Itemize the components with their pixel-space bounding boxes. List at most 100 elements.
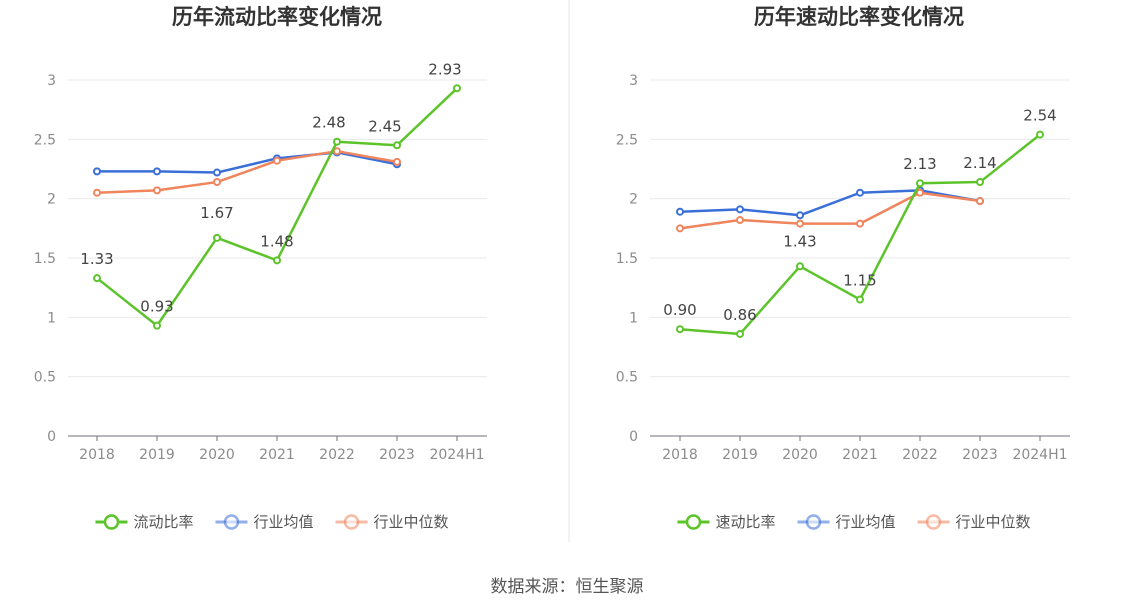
y-tick-label: 0.5 bbox=[616, 370, 638, 386]
legend-circle-icon bbox=[805, 514, 822, 530]
data-label: 1.15 bbox=[843, 272, 876, 290]
legend-item-1: 流动比率 bbox=[95, 513, 194, 531]
data-point bbox=[333, 137, 341, 146]
y-tick-label: 0.5 bbox=[34, 370, 56, 386]
x-tick-label: 2020 bbox=[199, 447, 235, 463]
data-label: 1.33 bbox=[80, 250, 113, 268]
data-point bbox=[916, 179, 924, 188]
data-label: 2.48 bbox=[312, 114, 345, 132]
data-label: 1.43 bbox=[783, 232, 816, 250]
y-tick-label: 1 bbox=[629, 310, 638, 326]
legend-label: 行业均值 bbox=[254, 513, 314, 531]
legend-circle-icon bbox=[223, 514, 240, 530]
y-tick-label: 2.5 bbox=[34, 132, 56, 148]
data-point bbox=[736, 329, 744, 338]
x-tick-label: 2023 bbox=[379, 447, 415, 463]
data-point bbox=[796, 211, 804, 220]
legend-item-1: 速动比率 bbox=[677, 513, 776, 531]
data-point bbox=[273, 156, 281, 165]
x-tick-label: 2019 bbox=[139, 447, 175, 463]
data-point bbox=[796, 262, 804, 271]
data-point bbox=[333, 147, 341, 156]
data-label: 0.93 bbox=[140, 298, 173, 316]
legend-label: 流动比率 bbox=[134, 513, 194, 531]
series-line-2 bbox=[679, 189, 981, 217]
data-source-footer: 数据来源：恒生聚源 bbox=[491, 577, 644, 597]
y-tick-label: 2 bbox=[629, 192, 638, 208]
series-line-3 bbox=[96, 149, 398, 194]
data-point bbox=[1036, 130, 1044, 139]
y-tick-label: 2 bbox=[47, 192, 56, 208]
legend-label: 行业中位数 bbox=[374, 513, 449, 531]
data-point bbox=[213, 178, 221, 187]
y-tick-label: 0 bbox=[629, 429, 638, 445]
legend-item-2: 行业均值 bbox=[215, 513, 314, 531]
x-tick-label: 2020 bbox=[782, 447, 818, 463]
data-point bbox=[93, 188, 101, 197]
data-label: 2.54 bbox=[1023, 107, 1056, 125]
data-point bbox=[736, 216, 744, 225]
data-point bbox=[93, 167, 101, 176]
y-tick-label: 1 bbox=[47, 310, 56, 326]
x-tick-label: 2024H1 bbox=[429, 447, 484, 463]
data-point bbox=[976, 197, 984, 206]
data-label: 0.90 bbox=[663, 301, 696, 319]
chart-title: 历年速动比率变化情况 bbox=[754, 5, 964, 29]
x-tick-label: 2023 bbox=[962, 447, 998, 463]
y-tick-label: 3 bbox=[47, 73, 56, 89]
data-point bbox=[393, 141, 401, 150]
data-point bbox=[213, 233, 221, 242]
x-tick-label: 2024H1 bbox=[1012, 447, 1067, 463]
data-point bbox=[856, 295, 864, 304]
x-tick-label: 2022 bbox=[319, 447, 355, 463]
series-line-3 bbox=[679, 191, 981, 230]
legend-circle-icon bbox=[685, 514, 702, 530]
data-point bbox=[796, 219, 804, 228]
legend-circle-icon bbox=[103, 514, 120, 530]
data-point bbox=[856, 188, 864, 197]
data-label: 1.48 bbox=[260, 232, 293, 250]
data-point bbox=[153, 167, 161, 176]
legend-item-2: 行业均值 bbox=[797, 513, 896, 531]
data-point bbox=[153, 186, 161, 195]
data-point bbox=[273, 256, 281, 265]
series-line-2 bbox=[97, 151, 398, 174]
data-point bbox=[213, 168, 221, 177]
series-line-1 bbox=[96, 87, 458, 327]
data-point bbox=[856, 219, 864, 228]
x-tick-label: 2019 bbox=[722, 447, 758, 463]
data-label: 2.14 bbox=[963, 154, 996, 172]
y-tick-label: 2.5 bbox=[616, 132, 638, 148]
legend-circle-icon bbox=[343, 514, 360, 530]
data-point bbox=[676, 325, 684, 334]
data-point bbox=[916, 188, 924, 197]
data-label: 0.86 bbox=[723, 306, 756, 324]
legend-label: 行业中位数 bbox=[956, 513, 1031, 531]
y-tick-label: 0 bbox=[47, 429, 56, 445]
data-label: 2.13 bbox=[903, 155, 936, 173]
data-point bbox=[453, 84, 461, 93]
x-tick-label: 2021 bbox=[259, 447, 295, 463]
legend-label: 行业均值 bbox=[836, 513, 896, 531]
data-point bbox=[393, 157, 401, 166]
y-tick-label: 3 bbox=[629, 73, 638, 89]
data-point bbox=[736, 205, 744, 214]
data-label: 1.67 bbox=[200, 204, 233, 222]
chart-panel-1: 历年流动比率变化情况 0 0.5 1 1.5 2 2.5 3 2018 2019 2020 2021 2… bbox=[34, 5, 487, 531]
data-point bbox=[93, 274, 101, 283]
legend-label: 速动比率 bbox=[716, 513, 776, 531]
y-tick-label: 1.5 bbox=[616, 251, 638, 267]
legend-item-3: 行业中位数 bbox=[917, 513, 1031, 531]
x-tick-label: 2018 bbox=[662, 447, 698, 463]
x-tick-label: 2018 bbox=[79, 447, 115, 463]
data-point bbox=[676, 207, 684, 216]
x-tick-label: 2021 bbox=[842, 447, 878, 463]
chart-title: 历年流动比率变化情况 bbox=[172, 5, 382, 29]
y-tick-label: 1.5 bbox=[34, 251, 56, 267]
data-point bbox=[676, 224, 684, 233]
legend-circle-icon bbox=[925, 514, 942, 530]
chart-panel-2: 历年速动比率变化情况 0 0.5 1 1.5 2 2.5 3 2018 2019 2020 2021 2… bbox=[616, 5, 1070, 531]
legend-item-3: 行业中位数 bbox=[335, 513, 449, 531]
x-tick-label: 2022 bbox=[902, 447, 938, 463]
